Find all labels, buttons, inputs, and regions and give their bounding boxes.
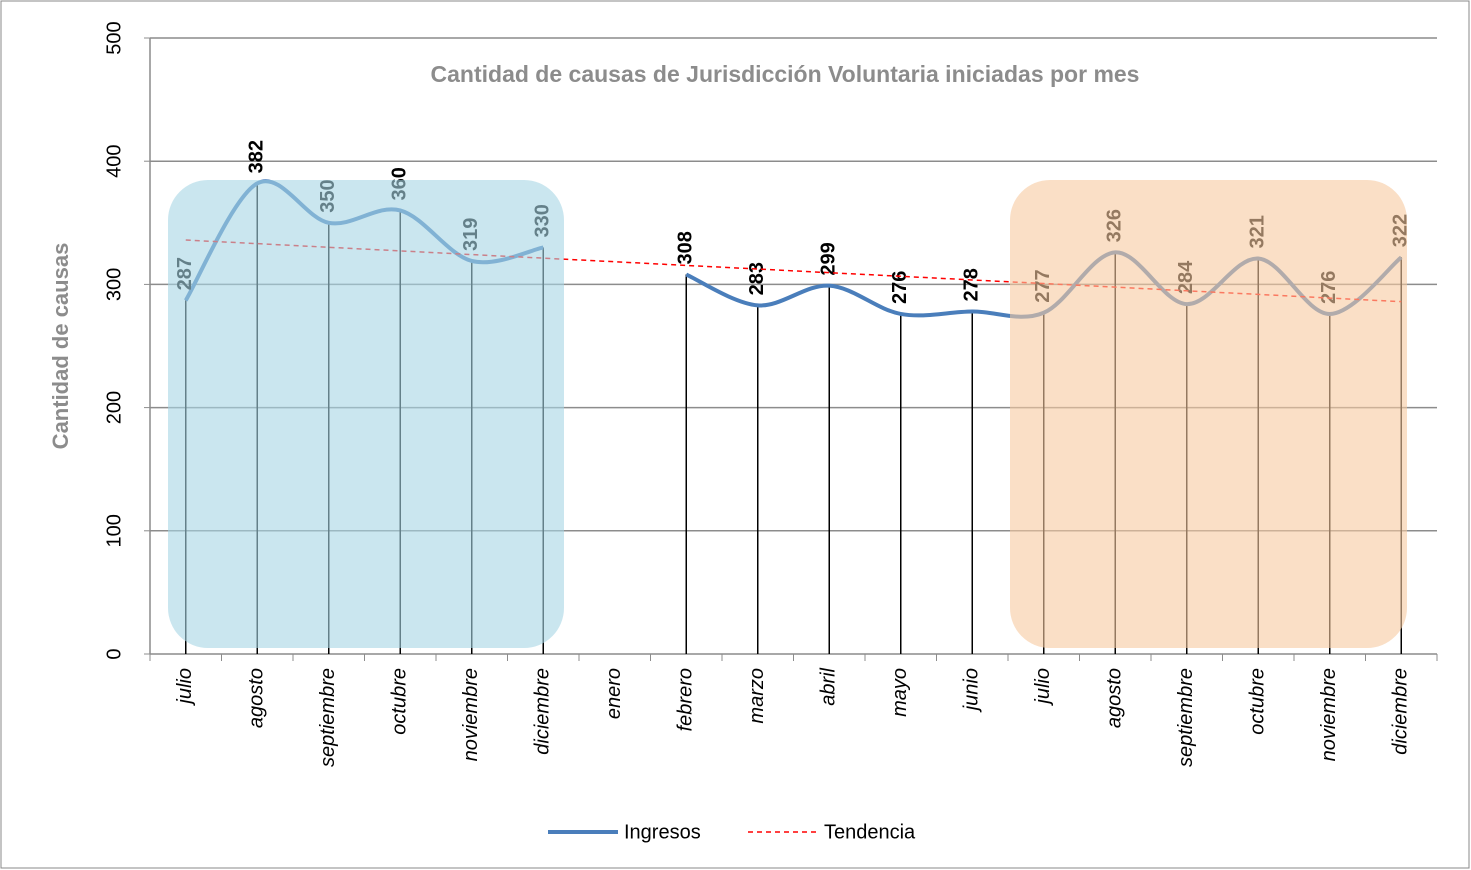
x-tick-label: noviembre xyxy=(1318,668,1340,761)
y-tick-label: 200 xyxy=(103,391,125,424)
x-tick-label: diciembre xyxy=(1390,668,1412,755)
y-tick-label: 400 xyxy=(103,145,125,178)
x-tick-label: julio xyxy=(1032,668,1054,707)
x-tick-label: agosto xyxy=(246,668,268,728)
x-tick-label: diciembre xyxy=(532,668,554,755)
data-label: 278 xyxy=(961,268,983,301)
x-tick-label: septiembre xyxy=(317,668,339,767)
x-tick-label: noviembre xyxy=(460,668,482,761)
legend-label: Ingresos xyxy=(624,821,701,843)
y-tick-label: 100 xyxy=(103,514,125,547)
x-tick-label: marzo xyxy=(746,668,768,724)
highlight-region xyxy=(1010,180,1407,648)
y-axis-title: Cantidad de causas xyxy=(48,243,73,450)
data-label: 276 xyxy=(889,271,911,304)
data-label: 299 xyxy=(818,242,840,275)
data-label: 382 xyxy=(246,140,268,173)
x-tick-label: febrero xyxy=(675,668,697,731)
highlight-region xyxy=(168,180,564,648)
y-tick-label: 300 xyxy=(103,268,125,301)
data-label: 308 xyxy=(675,231,697,264)
x-tick-label: julio xyxy=(174,668,196,707)
x-tick-label: septiembre xyxy=(1175,668,1197,767)
data-label: 283 xyxy=(746,262,768,295)
x-tick-label: octubre xyxy=(389,668,411,735)
legend-label: Tendencia xyxy=(824,821,916,843)
y-tick-label: 0 xyxy=(103,648,125,659)
x-tick-label: mayo xyxy=(889,668,911,717)
x-tick-label: junio xyxy=(961,668,983,713)
x-tick-label: abril xyxy=(818,667,840,705)
y-tick-label: 500 xyxy=(103,21,125,54)
x-tick-label: enero xyxy=(603,668,625,719)
x-tick-label: agosto xyxy=(1104,668,1126,728)
x-tick-label: octubre xyxy=(1247,668,1269,735)
chart-title: Cantidad de causas de Jurisdicción Volun… xyxy=(431,61,1140,87)
